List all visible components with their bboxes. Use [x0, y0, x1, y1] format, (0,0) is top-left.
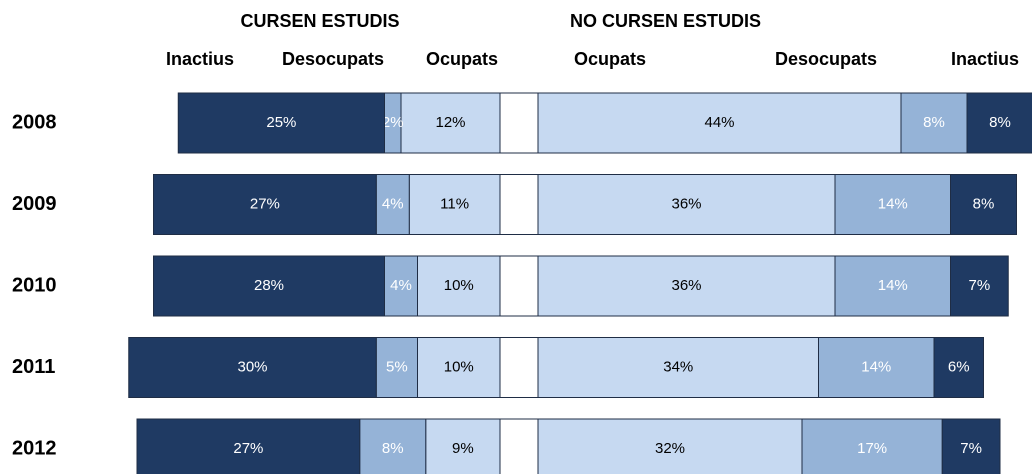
column-label: Inactius: [951, 49, 1019, 69]
bar-segment: [537, 174, 836, 235]
bar-segment: [537, 255, 836, 317]
value-label: 6%: [948, 358, 970, 375]
bar-segment: [818, 337, 935, 398]
group-label: NO CURSEN ESTUDIS: [570, 11, 761, 31]
year-label: 2011: [12, 356, 55, 378]
value-label: 8%: [989, 114, 1011, 131]
value-label: 4%: [382, 195, 404, 212]
column-label: Ocupats: [574, 49, 646, 69]
gap-box: [499, 418, 539, 474]
value-label: 28%: [254, 277, 284, 294]
bar-segment: [950, 255, 1009, 317]
value-label: 2%: [382, 114, 404, 131]
bar-segment: [417, 255, 501, 317]
bar-segment: [834, 255, 951, 317]
bar-segment: [417, 337, 501, 398]
column-label: Desocupats: [282, 49, 384, 69]
bar-segment: [384, 255, 418, 317]
year-label: 2009: [12, 193, 57, 215]
gap-box: [499, 337, 539, 398]
group-label: CURSEN ESTUDIS: [240, 11, 399, 31]
value-label: 11%: [440, 195, 469, 212]
bar-segment: [941, 418, 1001, 474]
gap-box: [499, 174, 539, 235]
bar-segment: [408, 174, 501, 235]
bar-segment: [537, 418, 803, 474]
gap-box: [499, 255, 539, 317]
bar-segment: [375, 174, 410, 235]
value-label: 14%: [878, 195, 908, 212]
year-label: 2008: [12, 111, 57, 133]
bar-segment: [900, 92, 968, 154]
gap-box: [499, 92, 539, 154]
bar-segment: [933, 337, 984, 398]
bar-segment: [537, 92, 902, 154]
column-label: Desocupats: [775, 49, 877, 69]
bar-segment: [177, 92, 385, 154]
value-label: 25%: [266, 114, 296, 131]
bar-segment: [801, 418, 943, 474]
bar-segment: [400, 92, 501, 154]
value-label: 8%: [382, 440, 404, 457]
value-label: 9%: [452, 440, 474, 457]
bar-segment: [537, 337, 819, 398]
value-label: 14%: [861, 358, 891, 375]
value-label: 27%: [233, 440, 263, 457]
bar-segment: [136, 418, 361, 474]
column-label: Inactius: [166, 49, 234, 69]
value-label: 4%: [390, 277, 412, 294]
value-label: 5%: [386, 358, 408, 375]
value-label: 12%: [435, 114, 465, 131]
value-label: 10%: [444, 277, 474, 294]
bar-segment: [153, 174, 377, 235]
value-label: 27%: [250, 195, 280, 212]
value-label: 36%: [671, 195, 701, 212]
bar-segment: [834, 174, 951, 235]
value-label: 7%: [969, 277, 991, 294]
value-label: 10%: [444, 358, 474, 375]
year-label: 2012: [12, 437, 57, 459]
bar-segment: [425, 418, 501, 474]
value-label: 32%: [655, 440, 685, 457]
bar-segment: [128, 337, 377, 398]
year-label: 2010: [12, 274, 57, 296]
bar-segment: [950, 174, 1017, 235]
value-label: 14%: [878, 277, 908, 294]
value-label: 34%: [663, 358, 693, 375]
bar-segment: [966, 92, 1032, 154]
column-label: Ocupats: [426, 49, 498, 69]
bar-segment: [153, 255, 385, 317]
value-label: 36%: [671, 277, 701, 294]
value-label: 8%: [973, 195, 995, 212]
value-label: 44%: [704, 114, 734, 131]
value-label: 8%: [923, 114, 945, 131]
value-label: 30%: [237, 358, 267, 375]
value-label: 7%: [960, 440, 982, 457]
bar-segment: [375, 337, 418, 398]
value-label: 17%: [857, 440, 887, 457]
